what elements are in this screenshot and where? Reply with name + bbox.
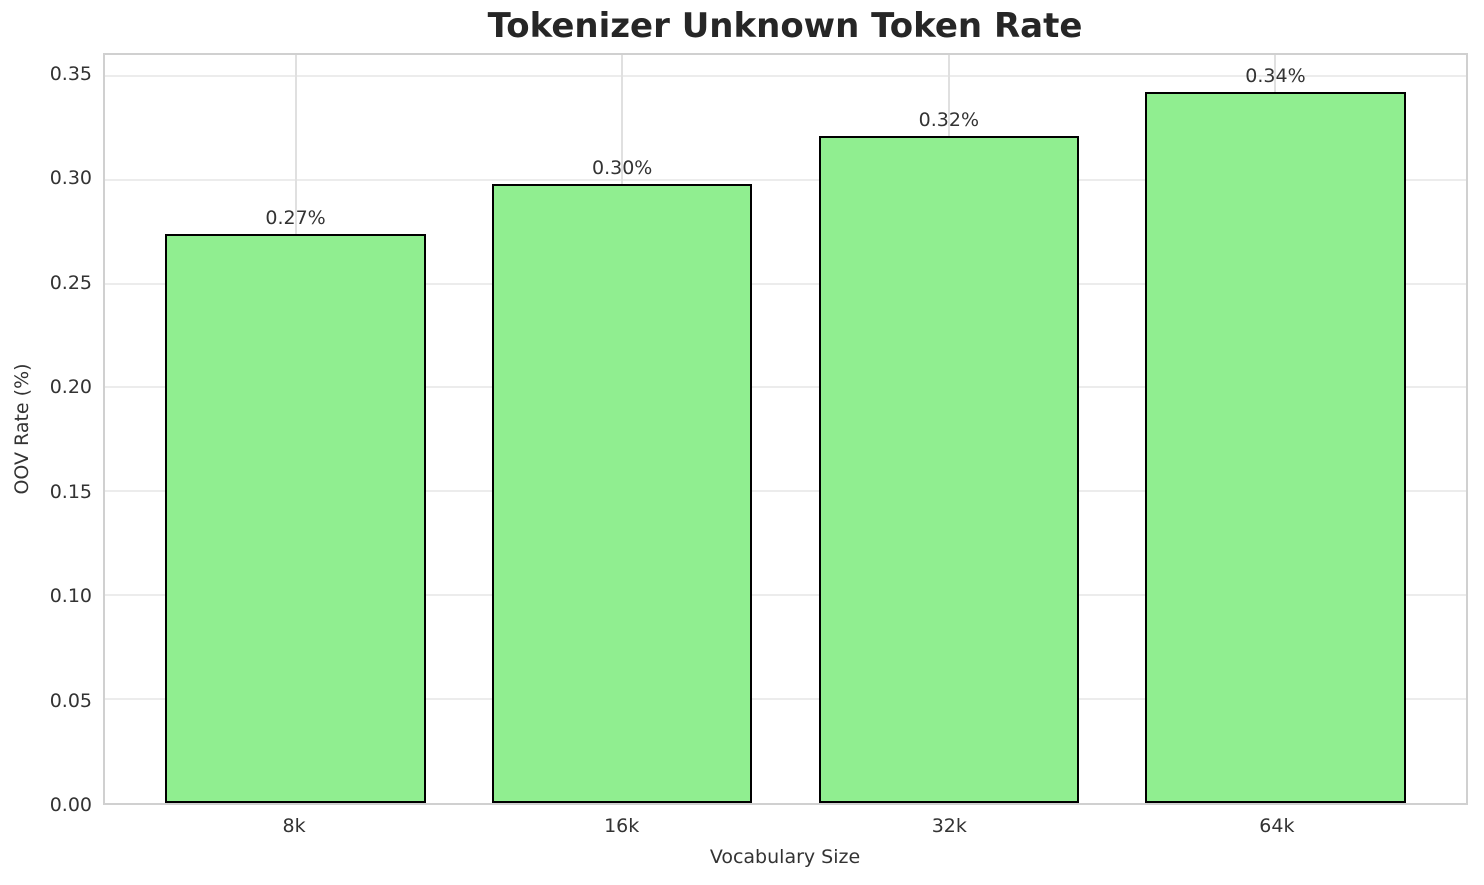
y-tick-label: 0.20 xyxy=(49,376,92,399)
y-tick-label: 0.25 xyxy=(49,271,92,294)
bar-value-label: 0.32% xyxy=(918,109,979,132)
y-tick-label: 0.10 xyxy=(49,585,92,608)
y-axis-ticks: 0.00 0.05 0.10 0.15 0.20 0.25 0.30 0.35 xyxy=(0,53,92,816)
bar-64k xyxy=(1145,92,1406,803)
x-tick-label: 64k xyxy=(1259,815,1295,837)
horizontal-gridline xyxy=(105,490,1466,493)
x-tick-label: 8k xyxy=(282,815,306,837)
horizontal-gridline xyxy=(105,386,1466,389)
bar-32k xyxy=(818,136,1079,803)
bar-value-label: 0.27% xyxy=(265,206,326,229)
horizontal-gridline xyxy=(105,282,1466,285)
x-axis-label: Vocabulary Size xyxy=(709,846,861,868)
horizontal-gridline xyxy=(105,698,1466,701)
x-tick-label: 16k xyxy=(604,815,640,837)
y-tick-label: 0.00 xyxy=(49,794,92,816)
bar-value-label: 0.30% xyxy=(591,156,653,179)
x-tick-label: 32k xyxy=(931,815,967,837)
bar-value-label: 0.34% xyxy=(1245,65,1306,88)
horizontal-gridline xyxy=(105,74,1466,77)
chart-title: Tokenizer Unknown Token Rate xyxy=(487,6,1083,46)
plot-area: 0.27% 0.30% 0.32% 0.34% xyxy=(103,53,1468,805)
bar-16k xyxy=(492,183,753,803)
y-tick-label: 0.15 xyxy=(49,480,92,503)
horizontal-gridline xyxy=(105,178,1466,181)
bar-8k xyxy=(165,233,426,803)
y-tick-label: 0.30 xyxy=(49,167,92,190)
horizontal-gridline xyxy=(105,594,1466,597)
y-tick-label: 0.05 xyxy=(49,689,92,712)
x-axis-ticks: 8k 16k 32k 64k xyxy=(103,815,1468,841)
y-tick-label: 0.35 xyxy=(49,62,92,85)
